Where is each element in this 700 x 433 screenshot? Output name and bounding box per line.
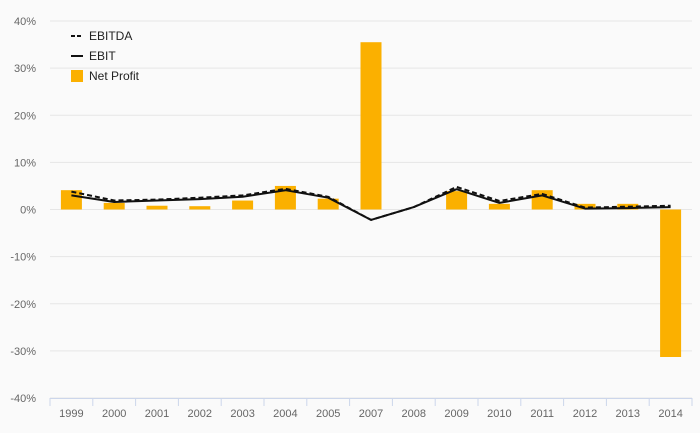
legend-label: Net Profit [89, 69, 140, 83]
x-tick-label: 2004 [273, 408, 297, 420]
x-tick-label: 2000 [102, 408, 126, 420]
x-tick-label: 2005 [316, 408, 340, 420]
legend-label: EBITDA [89, 29, 132, 43]
legend-bar-swatch [71, 70, 83, 82]
legend-item[interactable]: EBIT [71, 49, 116, 63]
y-tick-label: -20% [10, 299, 36, 311]
line-layer [71, 185, 671, 221]
bar-net-profit [317, 198, 339, 210]
x-tick-label: 2003 [230, 408, 254, 420]
legend-label: EBIT [89, 49, 116, 63]
bar-net-profit [146, 205, 168, 210]
bar-net-profit [360, 42, 382, 210]
x-tick-label: 2001 [145, 408, 169, 420]
x-tick-label: 2008 [402, 408, 426, 420]
x-tick-label: 2011 [530, 408, 554, 420]
y-tick-label: -10% [10, 252, 36, 264]
line-ebit [71, 188, 671, 221]
bar-net-profit [617, 203, 639, 210]
x-tick-label: 2009 [444, 408, 468, 420]
y-tick-label: 30% [14, 63, 36, 75]
x-tick-label: 2007 [359, 408, 383, 420]
bar-net-profit [232, 200, 254, 210]
legend: EBITDA EBIT Net Profit [71, 29, 140, 83]
x-tick-label: 2012 [573, 408, 597, 420]
axis-layer: -40% -30% -20% -10% 0% 10% 20% 30% 40% 1999 2000 20… [10, 16, 693, 420]
x-tick-label: 2010 [487, 408, 511, 420]
x-tick-label: 2002 [188, 408, 212, 420]
x-tick-label: 2014 [658, 408, 682, 420]
x-tick-label: 1999 [59, 408, 83, 420]
y-tick-label: 10% [14, 157, 36, 169]
bar-net-profit [660, 209, 682, 358]
y-tick-label: 20% [14, 110, 36, 122]
y-tick-label: -40% [10, 393, 36, 405]
bar-net-profit [103, 202, 125, 210]
x-tick-label: 2013 [616, 408, 640, 420]
y-tick-label: 40% [14, 16, 36, 28]
bar-net-profit [60, 190, 82, 210]
y-tick-label: -30% [10, 346, 36, 358]
bar-net-profit [488, 203, 510, 210]
bar-net-profit [189, 206, 211, 210]
bar-net-profit [446, 191, 468, 210]
y-tick-label: 0% [20, 205, 36, 217]
legend-item[interactable]: EBITDA [71, 29, 132, 43]
legend-item[interactable]: Net Profit [71, 69, 140, 83]
